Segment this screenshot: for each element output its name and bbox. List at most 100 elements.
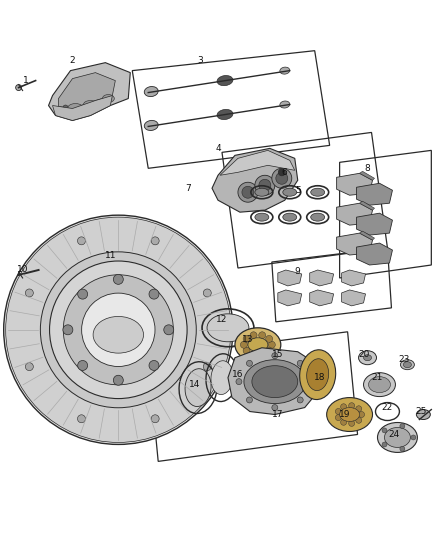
Circle shape	[149, 289, 159, 299]
Circle shape	[250, 332, 257, 339]
Text: 21: 21	[372, 373, 383, 382]
Polygon shape	[357, 183, 392, 205]
Ellipse shape	[144, 120, 158, 131]
Circle shape	[25, 289, 33, 297]
Polygon shape	[342, 290, 366, 306]
Ellipse shape	[403, 362, 411, 368]
Ellipse shape	[311, 213, 325, 221]
Polygon shape	[49, 63, 130, 120]
Text: 5: 5	[295, 185, 300, 195]
Ellipse shape	[300, 350, 336, 400]
Text: 3: 3	[197, 56, 203, 65]
Ellipse shape	[311, 188, 325, 196]
Circle shape	[151, 415, 159, 423]
Ellipse shape	[244, 360, 306, 403]
Polygon shape	[53, 95, 112, 120]
Ellipse shape	[185, 369, 211, 407]
Circle shape	[243, 335, 250, 342]
Polygon shape	[220, 150, 295, 175]
Text: 1: 1	[23, 76, 28, 85]
Polygon shape	[360, 231, 374, 240]
Circle shape	[113, 274, 124, 284]
Polygon shape	[357, 243, 392, 265]
Ellipse shape	[217, 76, 233, 86]
Polygon shape	[342, 270, 366, 286]
Ellipse shape	[400, 360, 414, 370]
Circle shape	[341, 404, 346, 410]
Ellipse shape	[368, 377, 390, 393]
Ellipse shape	[81, 293, 155, 367]
Circle shape	[242, 186, 254, 198]
Ellipse shape	[67, 103, 83, 114]
Polygon shape	[212, 148, 298, 212]
Ellipse shape	[280, 67, 290, 74]
Circle shape	[272, 168, 292, 188]
Circle shape	[259, 351, 266, 358]
Circle shape	[268, 341, 276, 348]
Ellipse shape	[364, 373, 396, 397]
Circle shape	[411, 435, 416, 440]
Ellipse shape	[255, 188, 269, 196]
Circle shape	[78, 237, 85, 245]
Circle shape	[83, 110, 88, 115]
Circle shape	[164, 325, 174, 335]
Ellipse shape	[217, 109, 233, 119]
Circle shape	[247, 397, 252, 403]
Circle shape	[203, 362, 211, 370]
Circle shape	[259, 332, 266, 339]
Circle shape	[382, 442, 387, 447]
Circle shape	[356, 406, 362, 412]
Ellipse shape	[385, 427, 410, 447]
Polygon shape	[360, 201, 374, 210]
Circle shape	[336, 415, 341, 421]
Circle shape	[25, 362, 33, 370]
Circle shape	[63, 325, 73, 335]
Text: 17: 17	[272, 410, 283, 419]
Circle shape	[278, 169, 285, 176]
Ellipse shape	[102, 94, 114, 102]
Ellipse shape	[378, 423, 417, 453]
Circle shape	[349, 403, 355, 409]
Circle shape	[356, 417, 362, 423]
Text: 20: 20	[359, 350, 370, 359]
Ellipse shape	[93, 317, 144, 353]
Circle shape	[272, 353, 278, 359]
Polygon shape	[228, 348, 320, 415]
Circle shape	[203, 289, 211, 297]
Text: 16: 16	[232, 370, 244, 379]
Ellipse shape	[252, 366, 298, 398]
Text: 15: 15	[272, 350, 283, 359]
Text: 10: 10	[17, 265, 28, 274]
Text: 24: 24	[389, 430, 400, 439]
Ellipse shape	[359, 351, 377, 365]
Circle shape	[151, 237, 159, 245]
Text: 2: 2	[70, 56, 75, 65]
Ellipse shape	[207, 314, 249, 342]
Ellipse shape	[40, 252, 196, 408]
Ellipse shape	[339, 408, 360, 422]
Circle shape	[78, 360, 88, 370]
Text: 25: 25	[416, 407, 427, 416]
Circle shape	[308, 378, 314, 385]
Circle shape	[243, 347, 250, 354]
Circle shape	[341, 419, 346, 425]
Circle shape	[382, 428, 387, 433]
Ellipse shape	[307, 359, 328, 391]
Circle shape	[266, 347, 273, 354]
Ellipse shape	[4, 215, 233, 445]
Circle shape	[400, 446, 405, 451]
Ellipse shape	[211, 361, 233, 394]
Polygon shape	[360, 171, 374, 180]
Circle shape	[266, 335, 273, 342]
Text: 23: 23	[399, 355, 410, 364]
Circle shape	[16, 85, 21, 91]
Circle shape	[400, 424, 405, 429]
Text: 11: 11	[105, 251, 116, 260]
Circle shape	[78, 289, 88, 299]
Text: 9: 9	[295, 268, 300, 277]
Circle shape	[247, 360, 252, 366]
Ellipse shape	[280, 101, 290, 108]
Polygon shape	[310, 270, 334, 286]
Polygon shape	[357, 213, 392, 235]
Circle shape	[240, 341, 247, 348]
